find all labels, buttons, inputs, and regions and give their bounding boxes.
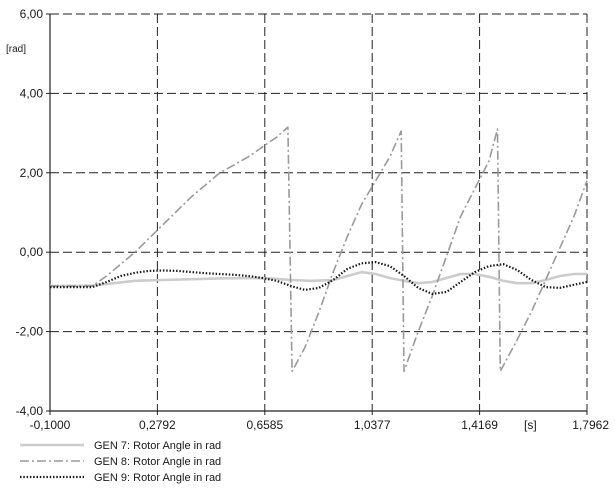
y-tick-label: 6,00 xyxy=(20,7,44,21)
series-lines xyxy=(50,126,588,373)
x-tick-label: 1,4169 xyxy=(461,418,498,432)
x-unit-label: [s] xyxy=(524,418,537,432)
y-tick-label: 2,00 xyxy=(20,166,44,180)
y-tick-label: 0,00 xyxy=(20,245,44,259)
legend-label-gen8: GEN 8: Rotor Angle in rad xyxy=(94,456,221,468)
y-tick-label: -2,00 xyxy=(16,325,44,339)
legend: GEN 7: Rotor Angle in rad GEN 8: Rotor An… xyxy=(20,440,221,484)
x-tick-label: 0,6585 xyxy=(246,418,283,432)
x-tick-label: 1,0377 xyxy=(354,418,391,432)
axes xyxy=(46,13,588,415)
series-line-gen9 xyxy=(50,261,588,295)
y-tick-label: 4,00 xyxy=(20,86,44,100)
legend-label-gen7: GEN 7: Rotor Angle in rad xyxy=(94,440,221,452)
series-line-gen7 xyxy=(50,270,587,288)
tick-labels: -4,00 -2,00 0,00 2,00 4,00 6,00 -0,1000 0,2792 0… xyxy=(16,7,610,432)
legend-label-gen9: GEN 9: Rotor Angle in rad xyxy=(94,472,221,484)
y-tick-label: -4,00 xyxy=(16,404,44,418)
y-unit-label: [rad] xyxy=(6,44,26,55)
series-line-gen8 xyxy=(50,126,588,373)
x-tick-label: 0,2792 xyxy=(139,418,176,432)
x-tick-label: 1,7962 xyxy=(572,418,609,432)
x-tick-label: -0,1000 xyxy=(30,418,71,432)
